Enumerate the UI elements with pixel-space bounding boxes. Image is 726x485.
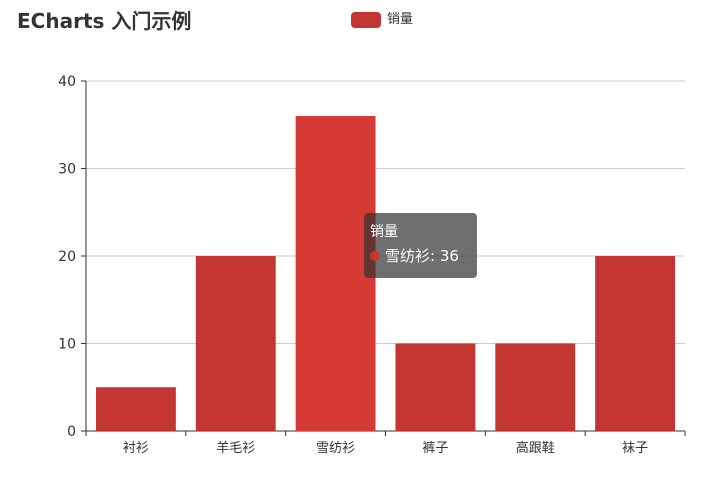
y-tick-label-0: 0 [67, 424, 76, 440]
y-tick-label-4: 40 [58, 74, 76, 90]
x-tick-label-4: 高跟鞋 [516, 440, 555, 456]
y-tick-label-2: 20 [58, 249, 76, 265]
x-tick-label-0: 衬衫 [123, 441, 149, 456]
tooltip-item-row: 雪纺衫: 36 [370, 244, 471, 268]
tooltip-title: 销量 [370, 224, 398, 240]
chart-title: ECharts 入门示例 [17, 9, 192, 33]
bar-5 [595, 256, 676, 431]
x-tick-label-5: 袜子 [622, 441, 648, 456]
legend-swatch[interactable] [351, 12, 381, 28]
bar-0 [95, 387, 176, 431]
legend[interactable]: 销量 [351, 12, 413, 28]
legend-label[interactable]: 销量 [387, 12, 414, 27]
tooltip: 销量 雪纺衫: 36 [364, 213, 477, 278]
x-tick-label-3: 裤子 [422, 441, 448, 456]
tooltip-item: 雪纺衫: 36 [385, 247, 459, 265]
bar-2 [295, 116, 376, 431]
tooltip-title-row: 销量 [370, 220, 471, 244]
y-tick-label-1: 10 [58, 337, 76, 353]
x-tick-label-1: 羊毛衫 [216, 440, 255, 456]
bar-4 [495, 343, 576, 431]
bar-1 [195, 256, 276, 431]
y-tick-label-3: 30 [58, 162, 76, 178]
x-tick-label-2: 雪纺衫 [316, 441, 355, 456]
bar-3 [395, 343, 476, 431]
tooltip-series-marker [370, 251, 380, 261]
